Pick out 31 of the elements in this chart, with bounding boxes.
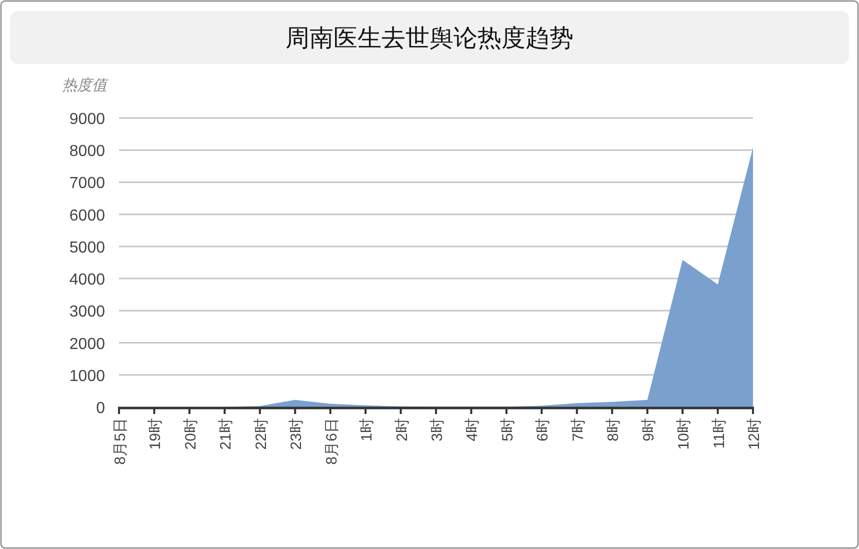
chart-title: 周南医生去世舆论热度趋势	[286, 25, 574, 52]
y-axis-title: 热度值	[62, 77, 109, 94]
y-tick-label: 8000	[69, 143, 106, 160]
x-tick-label: 1时	[358, 418, 376, 442]
x-tick-label: 8月6日	[323, 418, 340, 465]
x-tick-label: 11时	[710, 418, 728, 449]
x-tick-label: 19时	[147, 418, 164, 450]
y-tick-label: 9000	[69, 111, 106, 128]
x-tick-label: 23时	[288, 418, 306, 450]
y-tick-label: 7000	[69, 175, 106, 192]
y-tick-label: 2000	[69, 336, 106, 353]
x-tick-label: 21时	[218, 418, 235, 450]
y-tick-label: 6000	[69, 207, 106, 224]
x-tick-label: 9时	[640, 418, 658, 442]
x-tick-label: 8月5日	[112, 418, 129, 465]
x-tick-label: 3时	[429, 418, 446, 442]
y-tick-label: 0	[96, 400, 106, 417]
x-tick-label: 5时	[499, 418, 516, 442]
x-tick-label: 6时	[534, 418, 552, 442]
x-tick-label: 4时	[464, 418, 482, 442]
y-tick-label: 3000	[69, 304, 106, 321]
x-tick-label: 10时	[676, 418, 693, 450]
x-tick-label: 8时	[605, 418, 622, 442]
x-tick-label: 22时	[252, 418, 270, 450]
x-tick-label: 20时	[182, 418, 200, 450]
y-tick-label: 1000	[69, 368, 106, 385]
y-tick-label: 4000	[69, 272, 106, 289]
x-tick-label: 12时	[746, 418, 763, 450]
x-tick-label: 2时	[394, 418, 411, 442]
y-tick-label: 5000	[69, 239, 106, 256]
x-tick-label: 7时	[570, 418, 587, 442]
